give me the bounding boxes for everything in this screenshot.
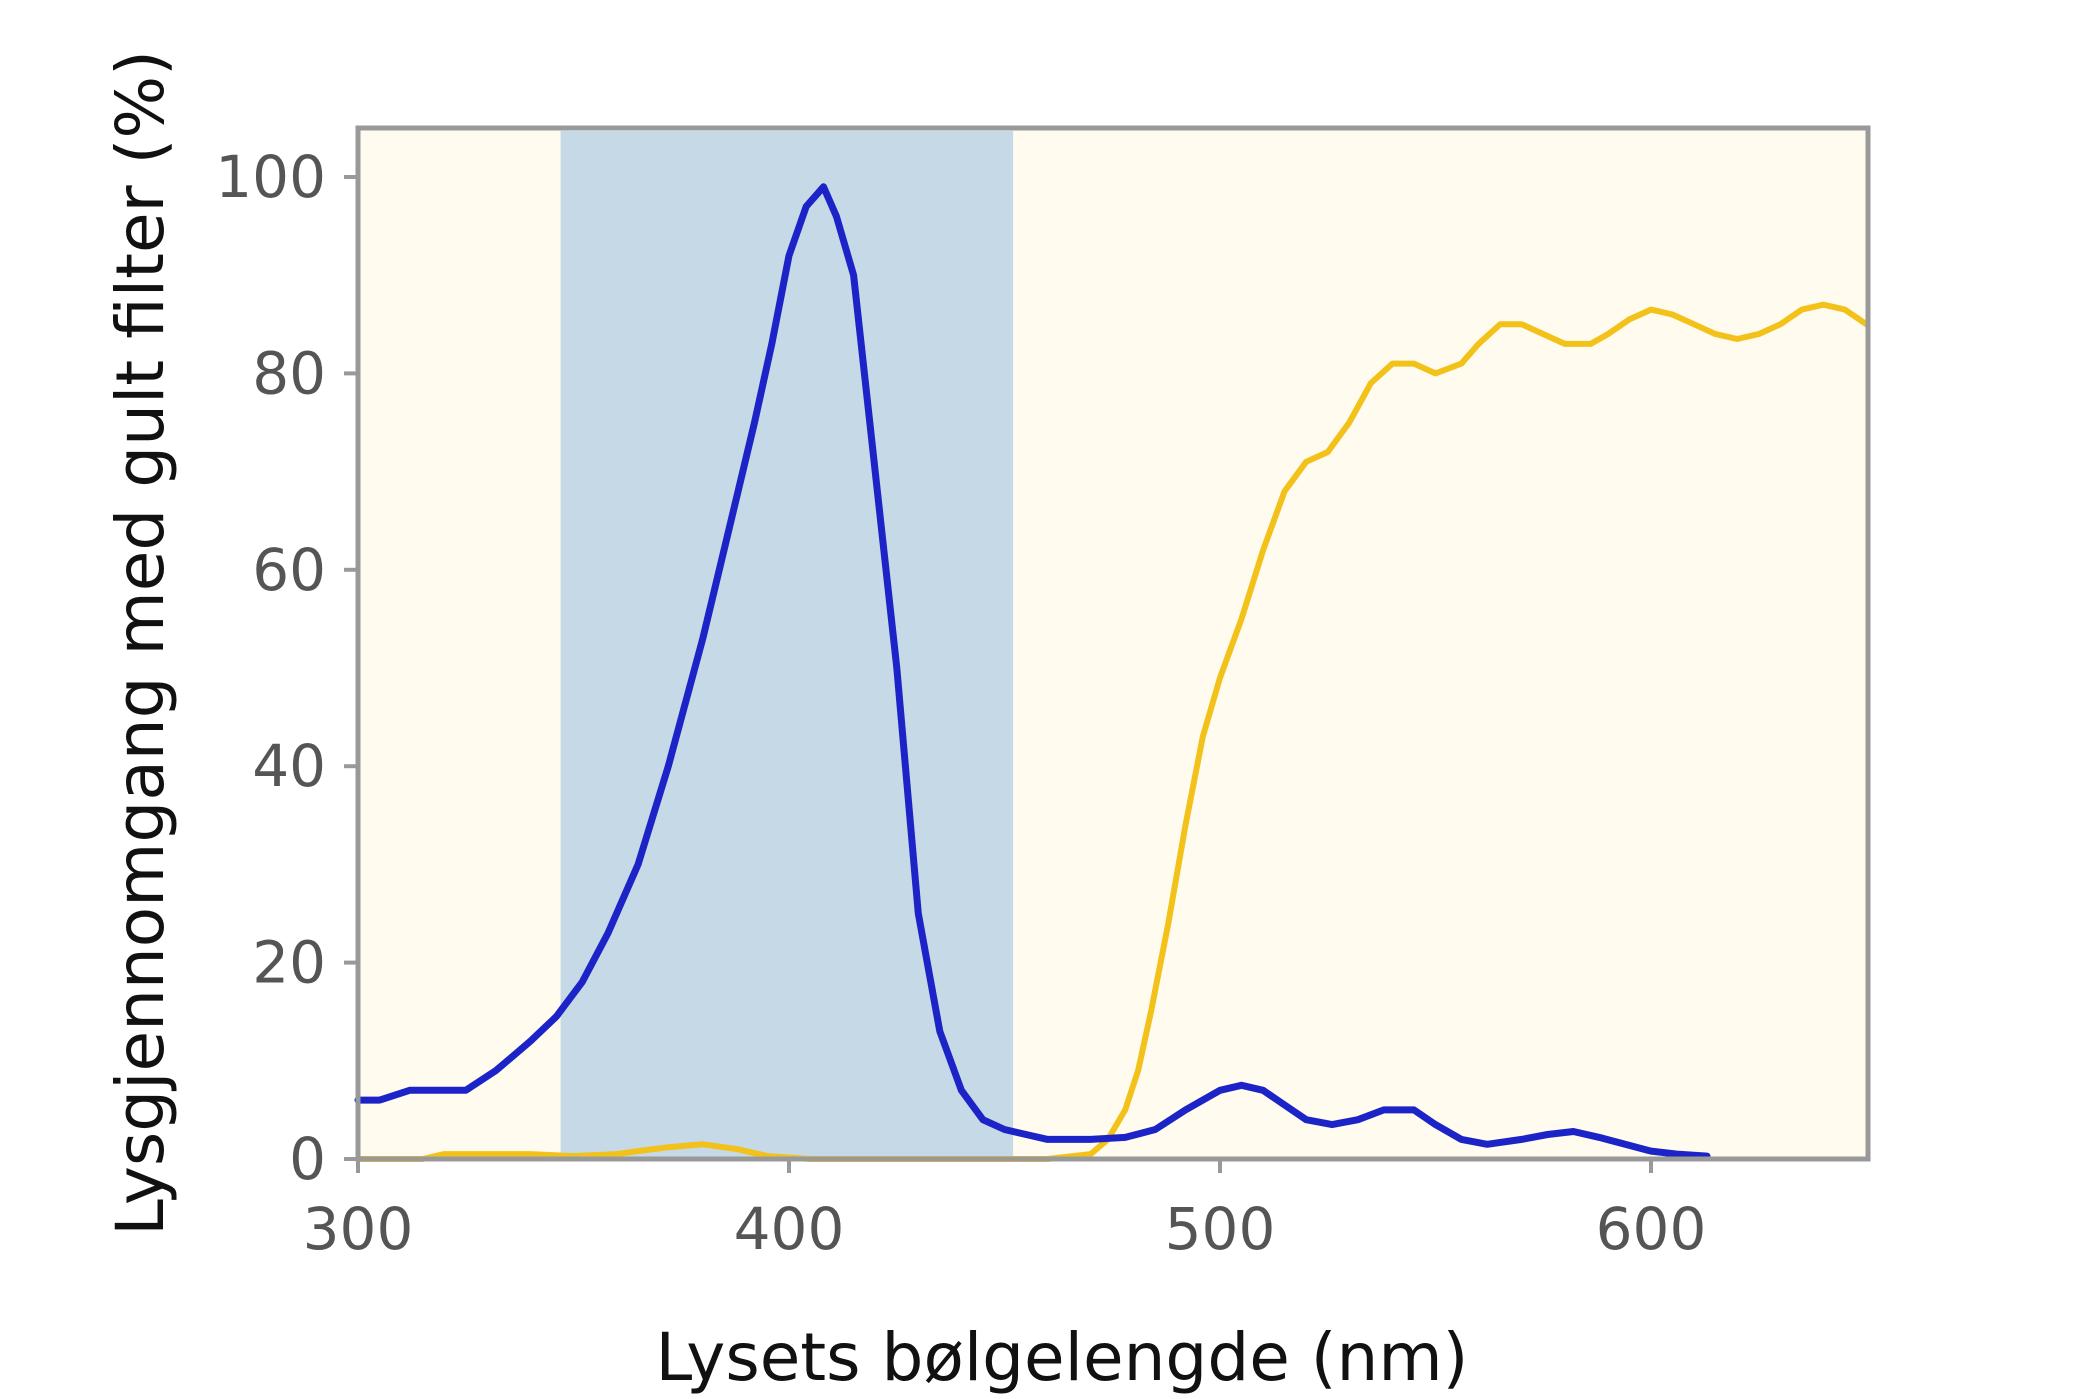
x-axis: 300 400 500 600 (303, 1159, 1707, 1263)
series-layer (354, 183, 1870, 1162)
y-tick-label: 100 (215, 143, 326, 211)
y-tick-label: 40 (252, 732, 326, 800)
highlight-band (560, 131, 1014, 1159)
x-tick-label: 500 (1165, 1195, 1276, 1263)
x-tick-label: 300 (303, 1195, 414, 1263)
x-tick-label: 600 (1596, 1195, 1707, 1263)
y-tick-label: 20 (252, 929, 326, 997)
y-tick-label: 0 (289, 1125, 326, 1193)
series-line-yellow (355, 301, 1870, 1162)
y-axis: 0 20 40 60 80 100 (215, 143, 358, 1193)
x-axis-title: Lysets bølgelengde (nm) (656, 1319, 1469, 1396)
y-tick-label: 60 (252, 536, 326, 604)
y-tick-label: 80 (252, 339, 326, 407)
x-tick-label: 400 (734, 1195, 845, 1263)
y-axis-title: Lysgjennomgang med gult filter (%) (102, 50, 179, 1236)
series-line-blue (354, 183, 1711, 1160)
plot-frame (355, 125, 1871, 1162)
